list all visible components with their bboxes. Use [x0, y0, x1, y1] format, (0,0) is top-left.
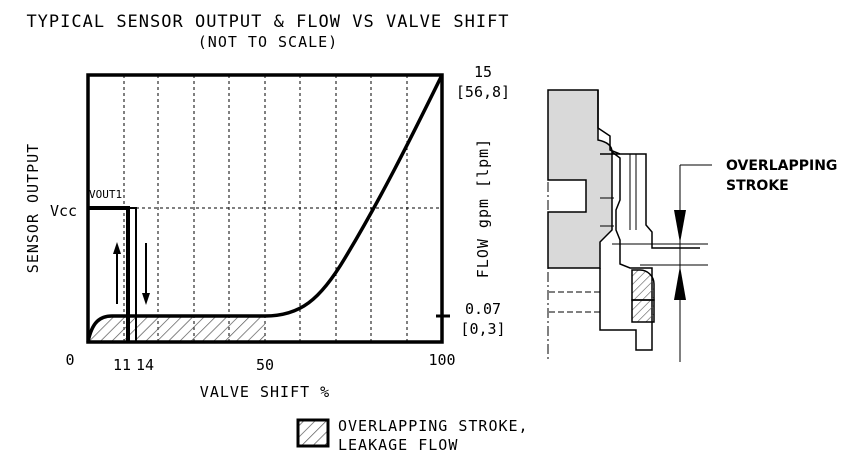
y-axis-left-label: SENSOR OUTPUT	[24, 143, 42, 273]
flow-min-value: 0.07	[465, 300, 501, 318]
x-tick-11: 11	[113, 356, 131, 374]
x-tick-100: 100	[428, 351, 455, 369]
sensor-output-line	[88, 206, 137, 342]
x-tick-14: 14	[136, 356, 154, 374]
overlap-label-line-2: STROKE	[726, 178, 789, 194]
vcc-label: Vcc	[50, 202, 77, 220]
chart-title: TYPICAL SENSOR OUTPUT & FLOW VS VALVE SH…	[26, 12, 509, 32]
stroke-arrow-up-icon	[674, 266, 686, 300]
vout-label: VOUT1	[89, 188, 122, 201]
y-axis-right-label: FLOW gpm [lpm]	[474, 138, 492, 278]
o-ring	[631, 269, 655, 301]
flow-max-metric: [56,8]	[456, 83, 510, 101]
legend-line-1: OVERLAPPING STROKE,	[338, 417, 529, 435]
legend: OVERLAPPING STROKE, LEAKAGE FLOW	[296, 417, 529, 454]
x-axis-label: VALVE SHIFT %	[200, 383, 330, 401]
up-arrow-icon	[113, 242, 121, 304]
flow-max-value: 15	[474, 63, 492, 81]
flow-curve	[86, 74, 444, 343]
flow-min-metric: [0,3]	[460, 320, 505, 338]
legend-line-2: LEAKAGE FLOW	[338, 436, 458, 454]
leakage-area	[88, 316, 265, 342]
section-body	[547, 89, 613, 269]
valve-cross-section	[547, 89, 712, 362]
x-tick-50: 50	[256, 356, 274, 374]
x-tick-0: 0	[65, 351, 74, 369]
chart-subtitle: (NOT TO SCALE)	[198, 33, 338, 51]
overlap-label-line-1: OVERLAPPING	[726, 158, 837, 174]
grid	[88, 75, 442, 342]
down-arrow-icon	[142, 243, 150, 305]
stroke-arrow-down-icon	[674, 210, 686, 243]
legend-swatch	[296, 418, 330, 448]
